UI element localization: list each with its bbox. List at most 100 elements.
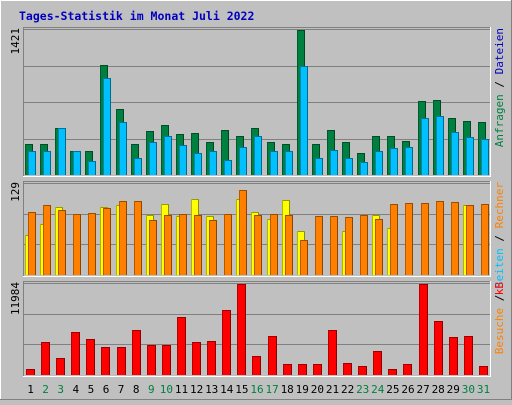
bar-kb-day-5 xyxy=(86,339,95,375)
x-tick-label-day-29: 29 xyxy=(447,383,460,396)
bar-body xyxy=(419,284,428,375)
bar-body xyxy=(101,347,110,375)
bar-dateien-day-24 xyxy=(375,151,383,175)
bar-besuche-day-3 xyxy=(58,210,66,275)
bar-besuche-day-13 xyxy=(209,220,217,275)
bar-kb-day-13 xyxy=(207,341,216,375)
bar-dateien-day-29 xyxy=(451,132,459,175)
legend-seiten: Seiten xyxy=(493,248,506,288)
bar-body xyxy=(56,358,65,375)
bar-body xyxy=(436,201,444,275)
bar-besuche-day-20 xyxy=(315,216,323,275)
bar-body xyxy=(103,208,111,275)
bar-body xyxy=(451,202,459,275)
bar-kb-day-1 xyxy=(26,369,35,375)
x-tick-label-day-31: 31 xyxy=(477,383,490,396)
bar-body xyxy=(239,190,247,275)
bar-kb-day-15 xyxy=(237,284,246,375)
legend-besuche: Besuche xyxy=(493,308,506,354)
bar-besuche-day-31 xyxy=(481,204,489,275)
x-tick-label-day-30: 30 xyxy=(462,383,475,396)
bar-dateien-day-7 xyxy=(119,122,127,175)
bar-body xyxy=(421,203,429,275)
panel-right-legend: Besuche / Seiten / Rechner xyxy=(493,182,506,355)
bar-body xyxy=(209,220,217,275)
x-tick-label-day-3: 3 xyxy=(57,383,64,396)
bar-dateien-day-31 xyxy=(481,139,489,175)
series-kb xyxy=(26,284,488,375)
bar-body xyxy=(164,215,172,275)
bar-kb-day-9 xyxy=(147,345,156,375)
bar-besuche-day-6 xyxy=(103,208,111,275)
bar-besuche-day-11 xyxy=(179,214,187,275)
bar-body xyxy=(177,317,186,375)
bar-besuche-day-16 xyxy=(254,215,262,275)
x-tick-label-day-23: 23 xyxy=(356,383,369,396)
bar-body xyxy=(86,339,95,375)
bar-dateien-day-5 xyxy=(88,161,96,175)
bar-body xyxy=(285,151,293,175)
bar-body xyxy=(103,78,111,175)
chart-title: Tages-Statistik im Monat Juli 2022 xyxy=(19,9,254,23)
bar-dateien-day-11 xyxy=(179,145,187,175)
bar-body xyxy=(162,345,171,375)
bar-body xyxy=(421,118,429,175)
bar-body xyxy=(88,161,96,175)
bar-dateien-day-13 xyxy=(209,151,217,175)
bar-kb-day-20 xyxy=(313,364,322,375)
bar-body xyxy=(41,342,50,375)
panel-top: 1421 Anfragen / Dateien xyxy=(9,27,506,177)
bar-body xyxy=(88,213,96,275)
x-tick-label-day-24: 24 xyxy=(371,383,385,396)
bar-kb-day-6 xyxy=(101,347,110,375)
bar-body xyxy=(222,310,231,375)
bar-besuche-day-30 xyxy=(466,205,474,275)
bar-body xyxy=(436,116,444,175)
x-tick-label-day-22: 22 xyxy=(341,383,354,396)
bar-dateien-day-21 xyxy=(330,150,338,175)
x-tick-label-day-20: 20 xyxy=(311,383,324,396)
bar-besuche-day-19 xyxy=(300,240,308,275)
bar-body xyxy=(149,142,157,175)
x-tick-label-day-4: 4 xyxy=(72,383,79,396)
bar-dateien-day-6 xyxy=(103,78,111,175)
bar-besuche-day-10 xyxy=(164,215,172,275)
bar-body xyxy=(270,151,278,175)
bar-dateien-day-4 xyxy=(73,151,81,175)
bar-body xyxy=(209,151,217,175)
bar-besuche-day-18 xyxy=(285,215,293,275)
chart-panels: 1421 Anfragen / Dateien 129 Besuche / Seite… xyxy=(9,27,506,377)
bar-body xyxy=(345,158,353,175)
legend-separator: / xyxy=(493,228,506,248)
bar-body xyxy=(434,321,443,375)
panel-max-label: 1421 xyxy=(9,28,22,55)
bar-body xyxy=(405,147,413,175)
bar-body xyxy=(313,364,322,375)
bar-body xyxy=(464,336,473,375)
bar-kb-day-2 xyxy=(41,342,50,375)
series-besuche xyxy=(28,190,489,275)
legend-anfragen: Anfragen xyxy=(493,94,506,147)
bar-body xyxy=(43,205,51,275)
bar-dateien-day-20 xyxy=(315,158,323,175)
bar-besuche-day-26 xyxy=(405,203,413,275)
bar-besuche-day-21 xyxy=(330,216,338,275)
bar-kb-day-23 xyxy=(358,366,367,375)
bar-dateien-day-22 xyxy=(345,158,353,175)
bar-body xyxy=(360,215,368,275)
x-tick-label-day-21: 21 xyxy=(326,383,339,396)
x-tick-label-day-10: 10 xyxy=(160,383,173,396)
bar-body xyxy=(252,356,261,375)
bar-body xyxy=(179,145,187,175)
x-tick-label-day-18: 18 xyxy=(281,383,294,396)
bar-kb-day-11 xyxy=(177,317,186,375)
bar-kb-day-4 xyxy=(71,332,80,375)
x-tick-label-day-25: 25 xyxy=(386,383,399,396)
bar-kb-day-24 xyxy=(373,351,382,375)
bar-body xyxy=(300,66,308,175)
bar-body xyxy=(164,136,172,175)
bar-kb-day-31 xyxy=(479,366,488,375)
bar-body xyxy=(315,216,323,275)
panel-max-label: 11984 xyxy=(9,282,22,315)
bar-kb-day-12 xyxy=(192,342,201,375)
